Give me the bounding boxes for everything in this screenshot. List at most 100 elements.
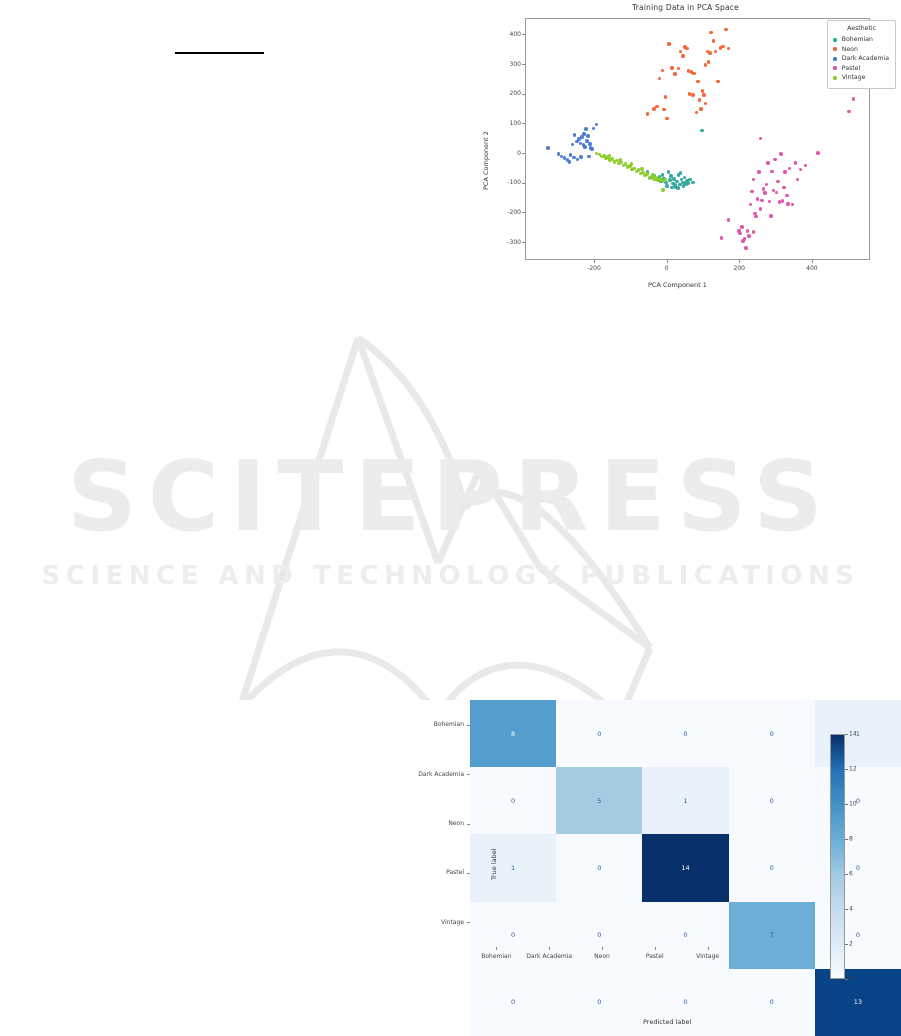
colorbar-tick-label: 4: [849, 905, 853, 913]
scatter-point: [676, 66, 681, 71]
scatter-point: [773, 157, 777, 162]
x-tick-mark: [666, 260, 668, 263]
legend-item-label: Dark Academia: [841, 55, 889, 63]
scatter-point: [607, 154, 612, 158]
confusion-cell: 1: [642, 767, 729, 835]
scatter-point: [652, 107, 656, 111]
scatter-point: [755, 197, 760, 202]
scatter-point: [707, 51, 712, 55]
scatter-point: [766, 161, 770, 165]
legend-swatch-icon: [833, 37, 837, 42]
scatter-point: [660, 173, 665, 177]
scatter-point: [585, 139, 589, 143]
scatter-point: [567, 160, 572, 164]
colorbar-tick-mark: [845, 804, 848, 805]
scatter-point: [634, 169, 639, 174]
cm-row-tick: [467, 774, 470, 776]
scatter-point: [757, 170, 761, 174]
legend-item-label: Vintage: [841, 74, 866, 82]
legend-item-pastel[interactable]: Pastel: [833, 64, 889, 74]
confusion-cell: 0: [814, 834, 901, 902]
legend-item-neon[interactable]: Neon: [833, 45, 889, 55]
scatter-point: [691, 180, 695, 185]
scatter-point: [691, 92, 695, 97]
scatter-point: [582, 132, 586, 136]
legend-item-vintage[interactable]: Vintage: [833, 73, 889, 83]
scatter-point: [604, 156, 608, 161]
confusion-cell: 7: [728, 901, 815, 969]
scatter-point: [776, 179, 780, 184]
scatter-point: [696, 79, 700, 84]
cm-col-tick: [654, 947, 656, 950]
scatter-point: [750, 189, 754, 194]
scatter-point: [726, 218, 731, 222]
scatter-point: [681, 180, 685, 185]
confusion-cell-value: 0: [855, 796, 860, 805]
scatter-point: [661, 187, 666, 192]
scatter-point: [629, 162, 634, 166]
y-tick-label: -100: [507, 179, 521, 187]
cm-row-tick: [467, 922, 470, 924]
confusion-cell: 0: [728, 968, 815, 1036]
confusion-matrix-figure: Confusion Matrix 80001051001014000007000…: [418, 700, 901, 1036]
scatter-point: [721, 44, 725, 49]
x-tick-label: -200: [587, 265, 601, 272]
confusion-cell-value: 0: [855, 931, 860, 940]
scatter-point: [758, 207, 763, 211]
confusion-cell-value: 0: [855, 863, 860, 872]
cm-row-label: Vintage: [441, 918, 464, 926]
scitepress-watermark: SCITEPRESS SCIENCE AND TECHNOLOGY PUBLIC…: [0, 318, 901, 700]
scatter-point: [780, 199, 785, 203]
x-tick-label: 0: [664, 265, 669, 272]
scatter-point: [585, 134, 590, 139]
scatter-point: [636, 168, 641, 172]
scatter-point: [784, 193, 789, 198]
confusion-cell-value: 8: [511, 729, 516, 738]
cm-y-axis-label: True label: [490, 848, 498, 880]
cm-col-label: Pastel: [645, 953, 664, 960]
open-book-logo-icon: [238, 335, 654, 700]
watermark-subtitle: SCIENCE AND TECHNOLOGY PUBLICATIONS: [41, 561, 860, 591]
confusion-cell: 0: [642, 901, 729, 969]
scatter-point: [591, 126, 596, 131]
y-tick-mark: [522, 242, 525, 244]
scatter-point: [777, 200, 782, 204]
scatter-point: [673, 183, 677, 188]
y-tick-mark: [522, 153, 525, 155]
scatter-point: [816, 151, 820, 155]
scatter-point: [645, 172, 650, 177]
scatter-point: [754, 214, 759, 219]
x-tick-mark: [594, 260, 595, 263]
scatter-point: [670, 185, 674, 190]
cm-col-tick: [707, 947, 709, 950]
scatter-point: [737, 228, 741, 233]
scatter-point: [628, 164, 632, 168]
scatter-point: [678, 49, 683, 54]
y-tick-label: 200: [509, 90, 521, 98]
legend-item-bohemian[interactable]: Bohemian: [833, 35, 889, 45]
colorbar-tick-label: 6: [849, 870, 853, 878]
scatter-point: [795, 177, 800, 182]
colorbar-tick-mark: [845, 874, 848, 875]
scatter-point: [660, 68, 665, 73]
scatter-point: [715, 79, 720, 84]
scatter-point: [580, 135, 584, 139]
confusion-cell: 0: [470, 767, 557, 835]
cm-x-axis-label: Predicted label: [643, 1018, 692, 1026]
y-tick-mark: [522, 34, 525, 36]
scatter-point: [619, 160, 623, 165]
scatter-point: [681, 54, 685, 58]
confusion-cell: 0: [470, 968, 557, 1036]
cm-col-tick: [549, 947, 551, 950]
scatter-point: [688, 177, 692, 182]
confusion-cell-value: 7: [769, 931, 774, 940]
scatter-point: [577, 137, 581, 142]
scatter-point: [632, 166, 636, 171]
legend-item-dark-academia[interactable]: Dark Academia: [833, 54, 889, 64]
y-tick-label: -200: [507, 208, 521, 216]
scatter-title: Training Data in PCA Space: [632, 3, 739, 12]
x-tick-mark: [811, 260, 813, 263]
horizontal-rule: [175, 52, 264, 54]
scatter-point: [686, 69, 691, 73]
scatter-point: [578, 141, 583, 146]
